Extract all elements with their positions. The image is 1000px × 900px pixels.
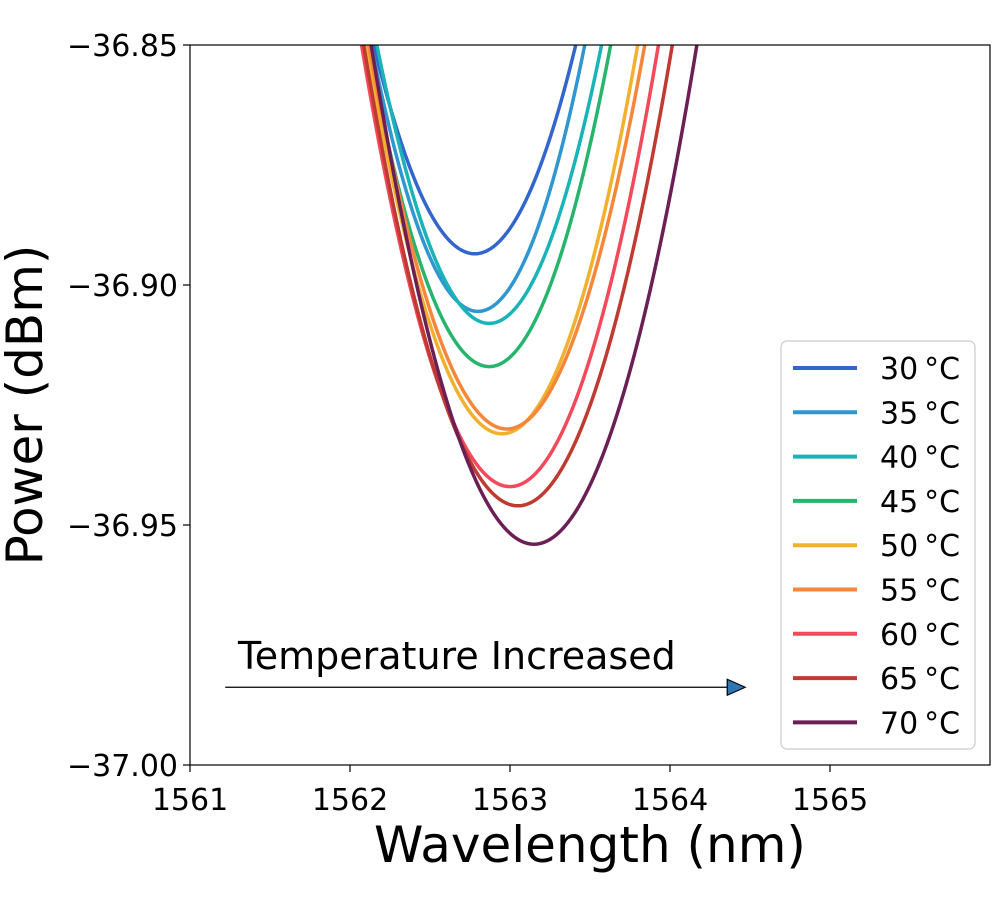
plot-frame <box>189 44 991 766</box>
x-tick-label: 1564 <box>632 783 708 818</box>
y-tick-label: −36.90 <box>67 269 178 304</box>
x-tick-label: 1562 <box>312 783 388 818</box>
series-line-0 <box>372 45 578 256</box>
legend-label-1: 35 °C <box>880 396 960 431</box>
legend-label-2: 40 °C <box>880 441 960 476</box>
legend-label-7: 65 °C <box>880 662 960 697</box>
series-line-8 <box>369 45 699 546</box>
legend-label-5: 55 °C <box>880 574 960 609</box>
series-line-1 <box>369 45 587 314</box>
y-tick-label: −36.85 <box>67 29 178 64</box>
series-line-3 <box>365 45 613 369</box>
y-axis-label: Power (dBm) <box>0 245 54 566</box>
series-line-4 <box>364 45 640 436</box>
legend-frame <box>780 340 976 750</box>
y-tick-label: −37.00 <box>67 749 178 784</box>
legend-label-4: 50 °C <box>880 529 960 564</box>
x-axis-label: Wavelength (nm) <box>374 816 806 874</box>
x-tick-label: 1563 <box>472 783 548 818</box>
legend-label-6: 60 °C <box>880 618 960 653</box>
legend-label-8: 70 °C <box>880 706 960 741</box>
x-tick-label: 1565 <box>792 783 868 818</box>
temperature-arrow-head <box>726 678 747 697</box>
x-tick-label: 1561 <box>152 783 228 818</box>
series-line-6 <box>359 45 661 489</box>
series-line-5 <box>367 45 647 431</box>
temperature-annotation-text: Temperature Increased <box>237 634 676 678</box>
legend-label-0: 30 °C <box>880 352 960 387</box>
series-line-2 <box>375 45 604 326</box>
series-line-7 <box>361 45 675 508</box>
y-tick-label: −36.95 <box>67 509 178 544</box>
legend: 30 °C 35 °C 40 °C 45 °C 50 °C 55 °C 60 °C 65 °C… <box>780 340 976 750</box>
legend-label-3: 45 °C <box>880 485 960 520</box>
